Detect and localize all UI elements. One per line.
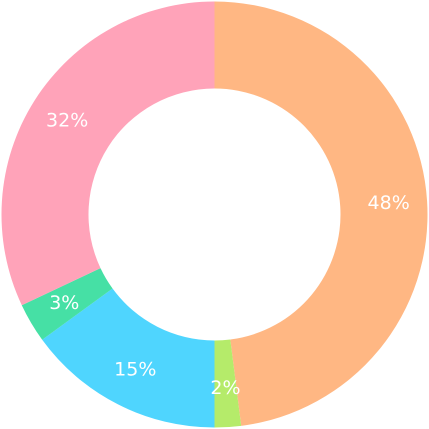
slice-1 bbox=[214, 339, 242, 428]
slice-2 bbox=[42, 288, 215, 428]
slice-label-4: 32% bbox=[46, 109, 88, 131]
slice-3 bbox=[21, 268, 113, 340]
labels-layer: 48% 2% 15% 3% 32% bbox=[46, 109, 410, 399]
slice-label-3: 3% bbox=[49, 292, 79, 314]
slice-label-1: 2% bbox=[210, 377, 240, 399]
slice-0 bbox=[214, 1, 428, 426]
slice-label-0: 48% bbox=[368, 192, 410, 214]
slice-label-2: 15% bbox=[114, 358, 156, 380]
slice-4 bbox=[1, 1, 215, 306]
